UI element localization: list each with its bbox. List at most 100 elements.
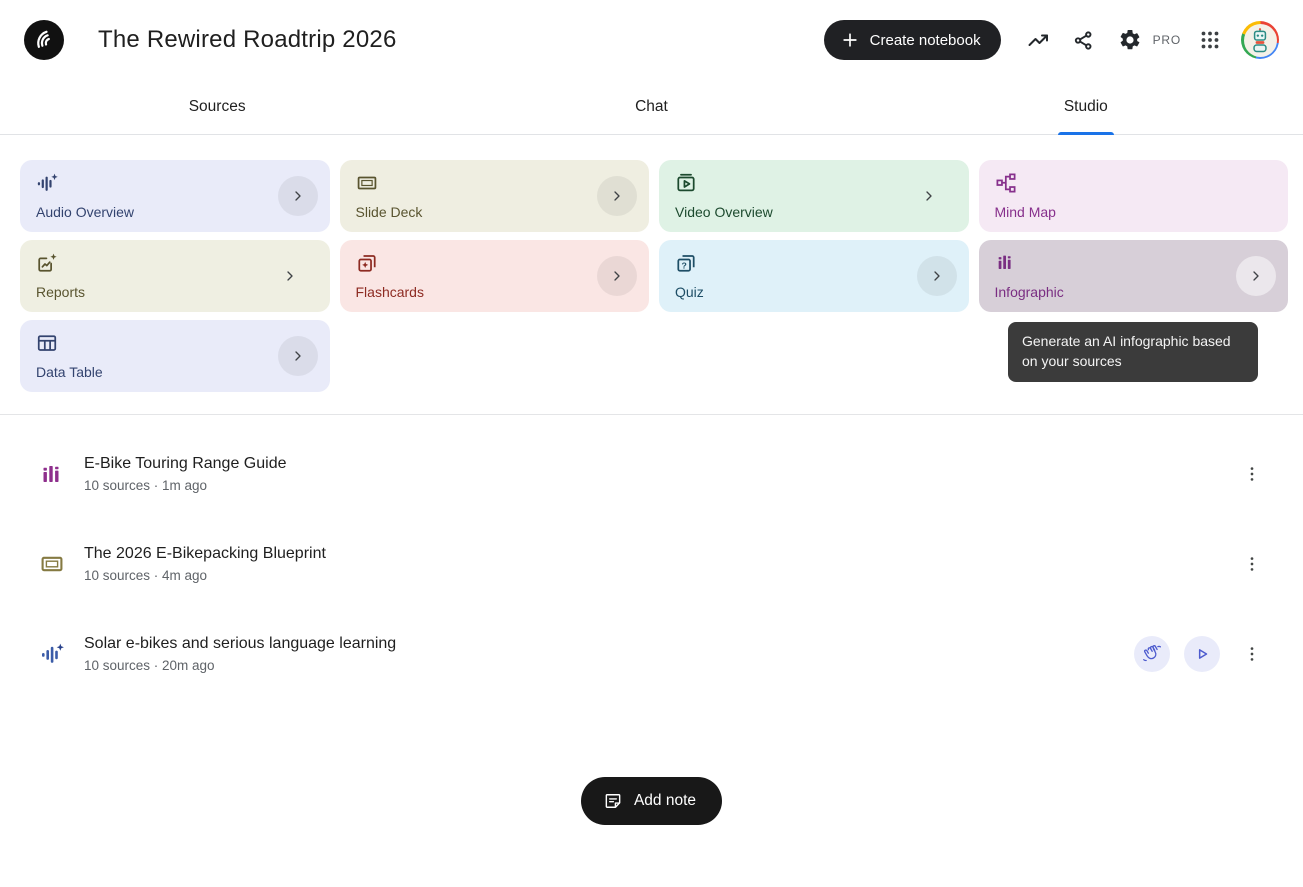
chevron-right-icon [597, 176, 637, 216]
card-flashcards[interactable]: Flashcards [339, 240, 649, 312]
chevron-right-icon [1236, 256, 1276, 296]
user-avatar[interactable] [1241, 21, 1279, 59]
card-audio-overview[interactable]: Audio Overview [20, 160, 330, 232]
infographic-tooltip: Generate an AI infographic based on your… [1008, 322, 1258, 382]
add-note-area: Add note [0, 777, 1303, 825]
card-label: Mind Map [994, 204, 1056, 220]
audio-waveform-sparkle-icon [42, 643, 64, 663]
note-icon [605, 794, 621, 808]
active-tab-indicator [1057, 132, 1114, 135]
tab-studio-label: Studio [1063, 98, 1108, 115]
more-options-button[interactable] [1239, 454, 1265, 494]
interactive-mode-button[interactable] [1134, 636, 1170, 672]
play-icon [1198, 649, 1208, 659]
tab-bar: Sources Chat Studio [0, 80, 1303, 135]
notebook-logo-icon [37, 30, 50, 48]
tab-chat[interactable]: Chat [434, 80, 868, 134]
chevron-right-icon [270, 256, 310, 296]
chevron-right-icon [277, 176, 318, 216]
infographic-bars-icon [43, 466, 59, 482]
card-label: Flashcards [355, 284, 424, 300]
bar-chart-icon [998, 255, 1011, 269]
three-dot-menu-icon [1250, 467, 1254, 481]
artifact-text: The 2026 E-Bikepacking Blueprint 10 sour… [84, 545, 326, 583]
artifact-meta: 10 sources · 1m ago [84, 478, 208, 493]
analytics-button[interactable] [1015, 20, 1061, 60]
artifact-meta: 10 sources · 4m ago [84, 568, 208, 583]
artifact-title: E-Bike Touring Range Guide [84, 455, 287, 472]
card-quiz[interactable]: ? Quiz [659, 240, 969, 312]
settings-gear-icon [1120, 29, 1139, 50]
add-note-button[interactable]: Add note [580, 777, 723, 825]
app-logo[interactable] [24, 20, 64, 60]
studio-card-grid: Audio Overview Slide Deck Video Ov [20, 160, 1288, 392]
three-dot-menu-icon [1250, 557, 1254, 571]
card-label: Audio Overview [36, 204, 135, 220]
report-chart-sparkle-icon [38, 253, 57, 272]
waving-hand-icon [1143, 644, 1161, 662]
mind-map-nodes-icon [996, 173, 1015, 193]
card-video-overview[interactable]: Video Overview [659, 160, 969, 232]
audio-waveform-sparkle-icon [37, 173, 58, 191]
plus-icon [843, 33, 857, 47]
artifact-text: Solar e-bikes and serious language learn… [84, 635, 396, 673]
card-label: Data Table [36, 364, 103, 380]
notebook-title[interactable]: The Rewired Roadtrip 2026 [98, 26, 397, 53]
tab-sources-label: Sources [188, 98, 246, 115]
tab-sources[interactable]: Sources [0, 80, 434, 134]
robot-avatar [1243, 23, 1277, 57]
play-audio-button[interactable] [1184, 636, 1220, 672]
card-reports[interactable]: Reports [20, 240, 330, 312]
chevron-right-icon [597, 256, 637, 296]
chevron-right-icon [916, 256, 957, 296]
section-divider [0, 414, 1303, 415]
studio-panel: Audio Overview Slide Deck Video Ov [0, 135, 1303, 392]
artifact-row-infographic[interactable]: E-Bike Touring Range Guide 10 sources · … [40, 429, 1265, 519]
artifact-actions [1234, 454, 1265, 494]
artifact-title: Solar e-bikes and serious language learn… [84, 635, 397, 652]
apps-grid-icon [1201, 31, 1219, 49]
card-label: Quiz [675, 284, 704, 300]
card-label: Slide Deck [355, 204, 423, 220]
header: The Rewired Roadtrip 2026 Create noteboo… [0, 0, 1303, 80]
header-actions: Create notebook PRO [823, 20, 1279, 60]
create-notebook-label: Create notebook [869, 31, 981, 49]
trending-up-icon [1028, 34, 1048, 46]
artifact-text: E-Bike Touring Range Guide 10 sources · … [84, 455, 287, 493]
more-options-button[interactable] [1239, 634, 1265, 674]
card-label: Video Overview [675, 204, 773, 220]
chevron-right-icon [909, 176, 949, 216]
video-play-icon [677, 173, 695, 192]
artifact-list: E-Bike Touring Range Guide 10 sources · … [0, 415, 1303, 699]
card-data-table[interactable]: Data Table [20, 320, 330, 392]
artifact-row-slide-deck[interactable]: The 2026 E-Bikepacking Blueprint 10 sour… [40, 519, 1265, 609]
more-options-button[interactable] [1239, 544, 1265, 584]
add-note-label: Add note [633, 792, 697, 809]
artifact-row-audio[interactable]: Solar e-bikes and serious language learn… [40, 609, 1265, 699]
card-label: Infographic [994, 284, 1064, 300]
chevron-right-icon [277, 336, 318, 376]
artifact-actions [1134, 634, 1265, 674]
share-button[interactable] [1061, 20, 1107, 60]
tab-chat-label: Chat [635, 98, 668, 115]
artifact-meta: 10 sources · 20m ago [84, 658, 215, 673]
create-notebook-button[interactable]: Create notebook [823, 20, 1001, 60]
artifact-actions [1234, 544, 1265, 584]
slide-frame-icon [357, 176, 376, 190]
table-grid-icon [37, 335, 57, 351]
tab-studio[interactable]: Studio [869, 80, 1303, 135]
three-dot-menu-icon [1250, 647, 1254, 661]
card-infographic[interactable]: Infographic [978, 240, 1288, 312]
apps-menu-button[interactable] [1187, 20, 1233, 60]
slide-frame-icon [41, 556, 63, 572]
stacked-cards-question-icon: ? [677, 255, 695, 272]
pro-badge: PRO [1152, 33, 1181, 47]
svg-text:?: ? [682, 261, 687, 271]
settings-button[interactable] [1107, 20, 1153, 60]
stacked-cards-star-icon [357, 255, 376, 272]
card-slide-deck[interactable]: Slide Deck [339, 160, 649, 232]
card-label: Reports [36, 284, 86, 300]
share-icon [1074, 30, 1092, 50]
card-mind-map[interactable]: Mind Map [978, 160, 1288, 232]
artifact-title: The 2026 E-Bikepacking Blueprint [84, 545, 326, 562]
